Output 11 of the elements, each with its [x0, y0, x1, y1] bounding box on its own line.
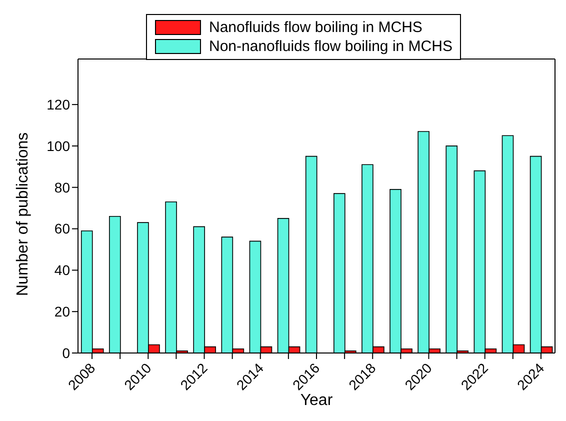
y-tick-label: 100 — [46, 138, 70, 154]
x-axis-title: Year — [300, 392, 334, 409]
y-tick-label: 40 — [54, 262, 70, 278]
y-tick-label: 0 — [62, 344, 70, 361]
legend-label: Non-nanofluids flow boiling in MCHS — [208, 37, 452, 56]
y-tick-label: 60 — [54, 220, 70, 237]
y-tick-label: 80 — [54, 179, 70, 196]
y-axis-title: Number of publications — [14, 132, 32, 296]
y-tick-label: 120 — [46, 96, 70, 113]
y-tick-label: 20 — [54, 304, 70, 320]
legend-label: Nanofluids flow boiling in MCHS — [208, 18, 424, 37]
